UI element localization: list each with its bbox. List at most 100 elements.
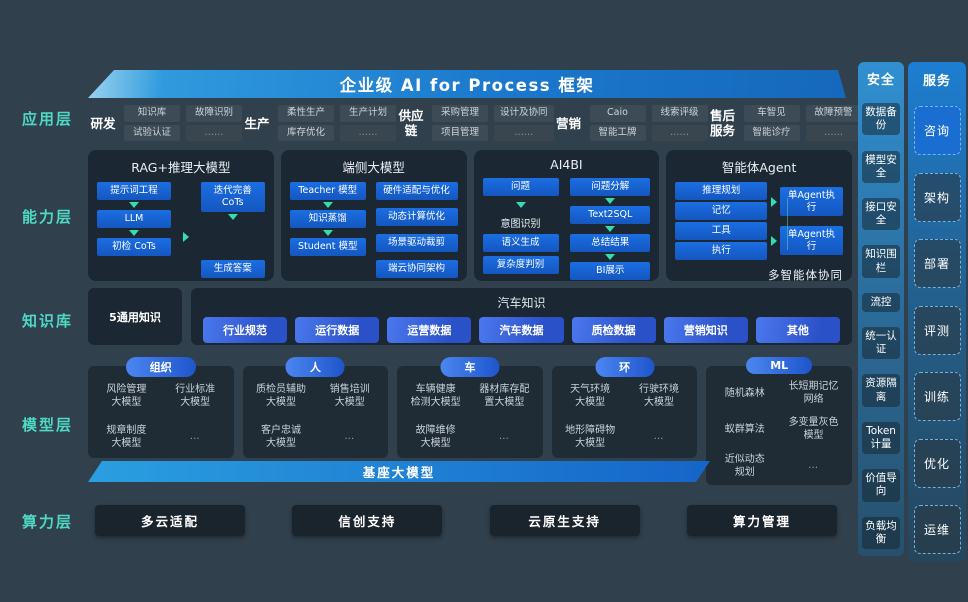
model-group-pill: ML (746, 357, 813, 374)
edge-left-column: Teacher 模型 知识蒸馏 Student 模型 (289, 182, 366, 278)
app-group-marketing: 营销 Caio 智能工牌 线索评级 …… (554, 105, 708, 141)
ai4bi-flow: 问题 意图识别 语义生成 复杂度判别 问题分解 Text2SQL 总结结果 BI… (482, 178, 651, 280)
arrow-right-icon (771, 235, 777, 246)
model-item: 多变量灰色 模型 (788, 417, 839, 442)
agent-executor: 单Agent执行 (780, 225, 843, 256)
service-column: 服务 咨询 架构 部署 评测 训练 优化 运维 (908, 62, 966, 562)
model-group-environment: 环 天气环境 大模型 行驶环境 大模型 地形障碍物 大模型 … (551, 357, 698, 458)
layer-label-application: 应用层 (22, 110, 74, 128)
model-item: 长短期记忆 网络 (788, 381, 839, 406)
app-chip-column: 故障识别 …… (186, 105, 242, 141)
arrow-down-icon (129, 229, 139, 236)
flow-step: 提示词工程 (97, 182, 171, 200)
model-item: 车辆健康 检测大模型 (410, 383, 461, 408)
agent-executors-column: 单Agent执行 单Agent执行 (771, 182, 843, 260)
flow-step: 问题 (482, 178, 559, 196)
arrow-down-icon (515, 201, 526, 208)
model-item: 销售培训 大模型 (329, 383, 370, 408)
security-item: 知识围栏 (862, 245, 900, 278)
model-grid: 风险管理 大模型 行业标准 大模型 规章制度 大模型 … (92, 378, 230, 454)
model-item: 规章制度 大模型 (106, 424, 147, 449)
arrow-right-icon (182, 232, 189, 242)
feature-chip: 动态计算优化 (375, 208, 458, 226)
agent-component: 推理规划 (675, 182, 768, 200)
edge-feature-column: 硬件适配与优化 动态计算优化 场景驱动裁剪 端云协同架构 (375, 182, 458, 278)
model-item-more: … (189, 431, 201, 442)
app-chip: 生产计划 (340, 105, 396, 122)
app-chip-column: 故障预警 …… (805, 105, 862, 141)
flow-step-plain: 意图识别 (500, 218, 541, 230)
model-item-more: … (653, 431, 665, 442)
rag-box-title: RAG+推理大模型 (131, 160, 231, 175)
model-item: 蚁群算法 (724, 423, 765, 435)
app-chip-column: 线索评级 …… (651, 105, 708, 141)
service-item: 咨询 (913, 106, 961, 156)
model-group-people: 人 质检员辅助 大模型 销售培训 大模型 客户忠诚 大模型 … (242, 357, 389, 458)
security-item: 价值导向 (862, 469, 900, 502)
app-chip: 线索评级 (651, 105, 708, 122)
security-item: 流控 (862, 292, 900, 312)
ai4bi-left-column: 问题 意图识别 语义生成 复杂度判别 (482, 178, 559, 274)
app-chip: 项目管理 (432, 124, 488, 141)
layer-label-model: 模型层 (22, 416, 74, 434)
flow-step: Text2SQL (570, 205, 651, 224)
base-model-bar: 基座大模型 (88, 461, 710, 482)
agent-flow: 推理规划 记忆 工具 执行 单Agent执行 单Agent执行 (675, 182, 843, 260)
framework-banner: 企业级 AI for Process 框架 (88, 70, 846, 98)
model-item: 随机森林 (724, 387, 765, 399)
model-grid: 天气环境 大模型 行驶环境 大模型 地形障碍物 大模型 … (556, 378, 694, 454)
ai4bi-right-column: 问题分解 Text2SQL 总结结果 BI展示 (570, 178, 651, 280)
security-column-title: 安全 (866, 73, 895, 88)
flow-step: 问题分解 (570, 178, 651, 196)
arrow-down-icon (322, 229, 333, 236)
edge-box-title: 端侧大模型 (342, 160, 405, 175)
service-item: 运维 (913, 504, 961, 554)
agent-executor: 单Agent执行 (780, 186, 843, 217)
agent-executor-row: 单Agent执行 (771, 225, 843, 256)
flow-step: LLM (97, 209, 171, 228)
app-chip: Caio (589, 105, 646, 122)
arrow-down-icon (227, 213, 238, 220)
app-chip-column: 柔性生产 库存优化 (278, 105, 334, 141)
agent-components-column: 推理规划 记忆 工具 执行 (675, 182, 768, 260)
app-chip: 车智见 (743, 105, 800, 122)
compute-layer-row: 多云适配 信创支持 云原生支持 算力管理 (95, 505, 837, 536)
agent-connector-line (778, 198, 789, 250)
layer-label-knowledge: 知识库 (22, 312, 74, 330)
service-item: 评测 (913, 305, 961, 355)
rag-left-column: 提示词工程 LLM 初检 CoTs (97, 182, 171, 278)
app-chip-more: …… (805, 124, 862, 141)
agent-component: 记忆 (675, 202, 768, 220)
knowledge-chip: 运行数据 (295, 317, 380, 343)
compute-item-cloudnative: 云原生支持 (489, 505, 640, 536)
knowledge-chip: 运营数据 (387, 317, 472, 343)
app-chip: 智能诊疗 (743, 124, 800, 141)
app-chip: 知识库 (124, 105, 180, 122)
app-chip-column: Caio 智能工牌 (589, 105, 646, 141)
edge-model-box: 端侧大模型 Teacher 模型 知识蒸馏 Student 模型 硬件适配与优化… (280, 150, 467, 281)
app-chip-column: 设计及协同 …… (494, 105, 554, 141)
edge-flow: Teacher 模型 知识蒸馏 Student 模型 硬件适配与优化 动态计算优… (289, 182, 458, 278)
feature-chip: 场景驱动裁剪 (375, 234, 458, 252)
agent-executor-row: 单Agent执行 (771, 186, 843, 217)
app-chip: 试验认证 (124, 124, 180, 141)
agent-box-title: 智能体Agent (721, 160, 797, 175)
model-group-pill: 人 (285, 357, 345, 377)
flow-step: BI展示 (570, 261, 651, 280)
model-group-organization: 组织 风险管理 大模型 行业标准 大模型 规章制度 大模型 … (88, 357, 234, 458)
model-group-ml: ML 随机森林 长短期记忆 网络 蚁群算法 多变量灰色 模型 近似动态 规划 … (706, 357, 852, 485)
model-item: 器材库存配 置大模型 (479, 383, 530, 408)
knowledge-chip: 汽车数据 (479, 317, 564, 343)
app-chip-column: 生产计划 …… (340, 105, 396, 141)
framework-title: 企业级 AI for Process 框架 (339, 76, 595, 95)
ai4bi-box: AI4BI 问题 意图识别 语义生成 复杂度判别 问题分解 Text2SQL 总… (473, 150, 660, 281)
app-chip: 采购管理 (432, 105, 488, 122)
flow-step: 语义生成 (482, 234, 559, 253)
ai4bi-box-title: AI4BI (550, 157, 583, 172)
model-item-more: … (344, 431, 356, 442)
rag-right-column: 迭代完善CoTs 生成答案 (200, 182, 265, 278)
app-chip: 智能工牌 (589, 124, 646, 141)
model-group-pill: 车 (440, 357, 500, 377)
app-chip-more: …… (651, 124, 708, 141)
